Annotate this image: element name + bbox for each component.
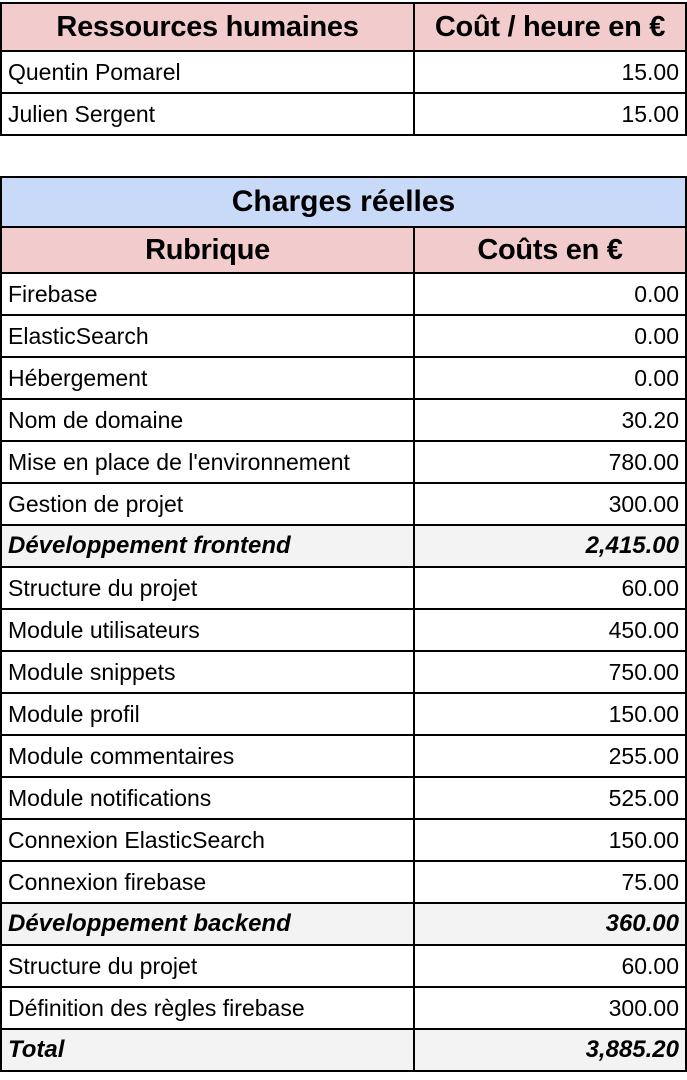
- row-amount: 60.00: [413, 566, 687, 610]
- charge-row: Connexion ElasticSearch 150.00: [0, 818, 687, 862]
- row-amount: 15.00: [413, 50, 687, 94]
- row-amount: 780.00: [413, 440, 687, 484]
- charge-row: Mise en place de l'environnement 780.00: [0, 440, 687, 484]
- row-label: Connexion firebase: [0, 860, 415, 904]
- human-resources-table: Ressources humaines Coût / heure en € Qu…: [0, 2, 687, 136]
- actual-charges-header-row: Rubrique Coûts en €: [0, 226, 687, 274]
- charge-row: Nom de domaine 30.20: [0, 398, 687, 442]
- actual-charges-title-row: Charges réelles: [0, 176, 687, 228]
- charge-row: Module utilisateurs 450.00: [0, 608, 687, 652]
- charge-row: ElasticSearch 0.00: [0, 314, 687, 358]
- row-label: Module commentaires: [0, 734, 415, 778]
- row-amount: 525.00: [413, 776, 687, 820]
- actual-charges-header-cost: Coûts en €: [413, 226, 687, 274]
- row-amount: 0.00: [413, 272, 687, 316]
- charge-group-row: Développement backend 360.00: [0, 902, 687, 946]
- charge-row: Structure du projet 60.00: [0, 944, 687, 988]
- human-resources-header-cost: Coût / heure en €: [413, 2, 687, 52]
- row-amount: 75.00: [413, 860, 687, 904]
- row-label: Total: [0, 1028, 415, 1072]
- row-label: Connexion ElasticSearch: [0, 818, 415, 862]
- row-amount: 30.20: [413, 398, 687, 442]
- actual-charges-header-item: Rubrique: [0, 226, 415, 274]
- row-amount: 255.00: [413, 734, 687, 778]
- row-amount: 0.00: [413, 314, 687, 358]
- actual-charges-body: Charges réelles Rubrique Coûts en € Fire…: [0, 176, 687, 1072]
- row-amount: 360.00: [413, 902, 687, 946]
- human-resources-body: Ressources humaines Coût / heure en € Qu…: [0, 2, 687, 136]
- row-label: Définition des règles firebase: [0, 986, 415, 1030]
- row-label: Module profil: [0, 692, 415, 736]
- charge-row: Hébergement 0.00: [0, 356, 687, 400]
- row-label: Mise en place de l'environnement: [0, 440, 415, 484]
- charge-row: Module profil 150.00: [0, 692, 687, 736]
- row-label: Module snippets: [0, 650, 415, 694]
- row-amount: 450.00: [413, 608, 687, 652]
- charge-row: Module commentaires 255.00: [0, 734, 687, 778]
- row-label: Hébergement: [0, 356, 415, 400]
- row-amount: 15.00: [413, 92, 687, 136]
- charges-total-row: Total 3,885.20: [0, 1028, 687, 1072]
- human-resource-row: Julien Sergent 15.00: [0, 92, 687, 136]
- charge-row: Gestion de projet 300.00: [0, 482, 687, 526]
- row-amount: 0.00: [413, 356, 687, 400]
- row-label: Structure du projet: [0, 944, 415, 988]
- row-label: Développement backend: [0, 902, 415, 946]
- charge-group-row: Développement frontend 2,415.00: [0, 524, 687, 568]
- row-label: Julien Sergent: [0, 92, 415, 136]
- row-amount: 300.00: [413, 986, 687, 1030]
- human-resource-row: Quentin Pomarel 15.00: [0, 50, 687, 94]
- row-label: Firebase: [0, 272, 415, 316]
- row-label: ElasticSearch: [0, 314, 415, 358]
- human-resources-header-name: Ressources humaines: [0, 2, 415, 52]
- row-amount: 150.00: [413, 818, 687, 862]
- row-amount: 2,415.00: [413, 524, 687, 568]
- row-label: Gestion de projet: [0, 482, 415, 526]
- charge-row: Structure du projet 60.00: [0, 566, 687, 610]
- row-label: Module utilisateurs: [0, 608, 415, 652]
- row-label: Module notifications: [0, 776, 415, 820]
- row-amount: 750.00: [413, 650, 687, 694]
- row-label: Nom de domaine: [0, 398, 415, 442]
- actual-charges-table: Charges réelles Rubrique Coûts en € Fire…: [0, 176, 687, 1072]
- human-resources-header-row: Ressources humaines Coût / heure en €: [0, 2, 687, 52]
- charge-row: Connexion firebase 75.00: [0, 860, 687, 904]
- row-amount: 60.00: [413, 944, 687, 988]
- row-label: Structure du projet: [0, 566, 415, 610]
- charge-row: Module notifications 525.00: [0, 776, 687, 820]
- row-label: Quentin Pomarel: [0, 50, 415, 94]
- row-amount: 3,885.20: [413, 1028, 687, 1072]
- charge-row: Module snippets 750.00: [0, 650, 687, 694]
- row-amount: 300.00: [413, 482, 687, 526]
- row-label: Développement frontend: [0, 524, 415, 568]
- actual-charges-title: Charges réelles: [0, 176, 687, 228]
- charge-row: Firebase 0.00: [0, 272, 687, 316]
- row-amount: 150.00: [413, 692, 687, 736]
- charge-row: Définition des règles firebase 300.00: [0, 986, 687, 1030]
